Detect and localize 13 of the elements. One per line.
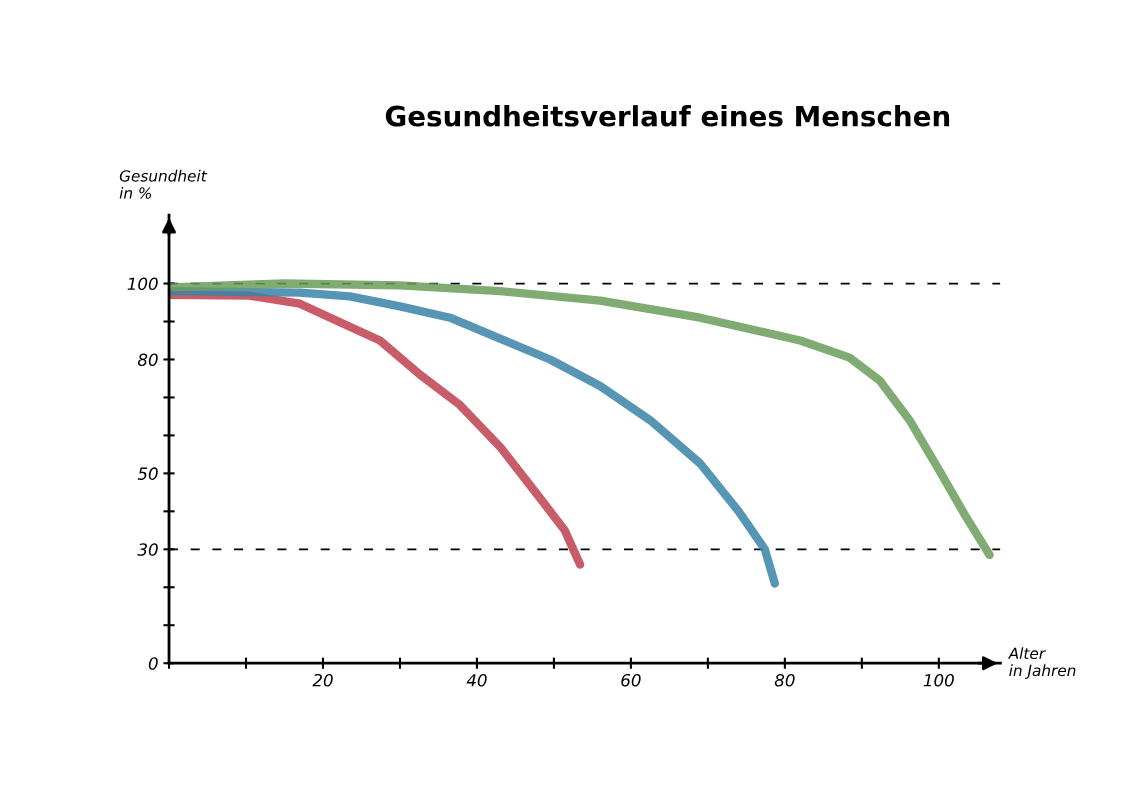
x-tick-label: 80	[774, 673, 795, 687]
x-tick-label: 40	[466, 673, 487, 687]
y-tick-label: 80	[137, 353, 158, 367]
y-tick-label: 100	[127, 277, 158, 291]
x-tick-label: 100	[923, 673, 954, 687]
y-axis-title: Gesundheit in %	[119, 169, 208, 199]
x-axis-title: Alter in Jahren	[1007, 647, 1076, 680]
y-tick-label: 0	[148, 657, 158, 670]
x-tick-label: 20	[312, 673, 333, 687]
x-tick-label: 60	[621, 673, 641, 687]
y-tick-label: 50	[137, 467, 158, 480]
y-tick-label: 30	[137, 543, 158, 556]
chart-title: Gesundheitsverlauf eines Menschen	[385, 105, 950, 127]
